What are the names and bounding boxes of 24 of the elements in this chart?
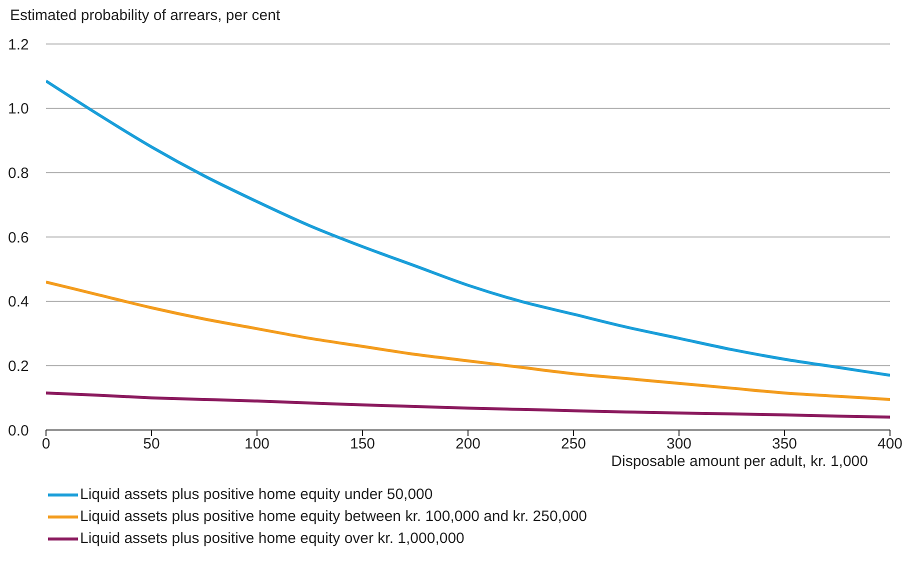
x-tick-label: 150 bbox=[350, 436, 376, 453]
x-axis-title: Disposable amount per adult, kr. 1,000 bbox=[611, 453, 868, 470]
x-tick-label: 0 bbox=[42, 436, 50, 453]
y-tick-label: 0.8 bbox=[8, 164, 29, 182]
x-tick-label: 100 bbox=[244, 436, 270, 453]
y-tick-label: 0.0 bbox=[8, 422, 29, 440]
legend-label: Liquid assets plus positive home equity over kr. 1,000,000 bbox=[80, 529, 464, 549]
legend-label: Liquid assets plus positive home equity between kr. 100,000 and kr. 250,000 bbox=[80, 507, 588, 527]
y-tick-label: 0.6 bbox=[8, 229, 29, 246]
x-tick-label: 400 bbox=[877, 436, 903, 453]
y-tick-label: 0.2 bbox=[8, 358, 29, 375]
legend-label: Liquid assets plus positive home equity under 50,000 bbox=[80, 485, 433, 505]
x-tick-label: 250 bbox=[560, 436, 586, 453]
x-tick-label: 350 bbox=[772, 436, 798, 453]
line-series bbox=[46, 79, 890, 377]
y-tick-label: 1.0 bbox=[8, 100, 29, 118]
x-tick-label: 200 bbox=[455, 436, 481, 453]
y-tick-label: 0.4 bbox=[8, 294, 29, 311]
line-series bbox=[46, 392, 890, 419]
y-axis-title: Estimated probability of arrears, per cent bbox=[10, 7, 281, 24]
line-series bbox=[46, 280, 890, 401]
y-tick-label: 1.2 bbox=[8, 36, 29, 54]
x-tick-label: 50 bbox=[143, 436, 160, 453]
x-tick-label: 300 bbox=[666, 436, 692, 453]
